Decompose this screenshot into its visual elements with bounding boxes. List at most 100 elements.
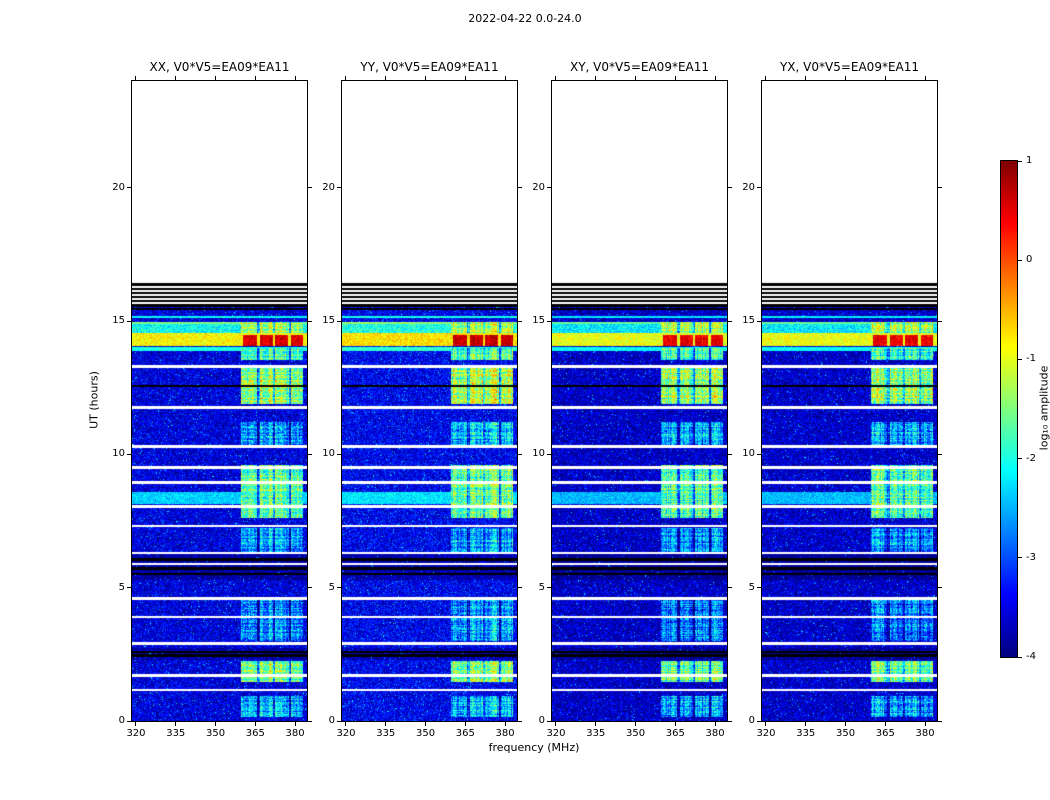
y-tick-mark — [308, 453, 312, 455]
x-tick-mark — [924, 76, 926, 80]
x-tick-mark — [635, 722, 637, 726]
y-tick-mark — [547, 453, 551, 455]
y-tick-label: 10 — [322, 448, 335, 460]
spectrogram-panel-yy: YY, V0*V5=EA09*EA11 0 5 10 15 20 320 335 350 365 3… — [322, 60, 522, 739]
x-tick-label: 365 — [455, 728, 475, 739]
colorbar-tick-mark — [1018, 458, 1022, 460]
x-tick-label: 335 — [376, 728, 396, 739]
y-tick-label: 10 — [742, 448, 755, 460]
y-tick-mark — [127, 320, 131, 322]
x-tick-mark — [884, 76, 886, 80]
panel-title-yx: YX, V0*V5=EA09*EA11 — [779, 60, 920, 74]
colorbar-tick-mark — [1018, 160, 1022, 162]
spectrogram-panel-xx: XX, V0*V5=EA09*EA11 0 5 10 15 20 320 335 350 365 3… — [112, 60, 312, 739]
x-tick-mark — [175, 76, 177, 80]
y-tick-mark — [938, 187, 942, 189]
colorbar-gradient — [1001, 161, 1017, 657]
panel-title-xx: XX, V0*V5=EA09*EA11 — [149, 60, 290, 74]
x-tick-label: 365 — [875, 728, 895, 739]
x-tick-mark — [464, 722, 466, 726]
x-tick-label: 365 — [245, 728, 265, 739]
colorbar-tick-mark — [1018, 358, 1022, 360]
y-tick-mark — [728, 587, 732, 589]
y-tick-label: 5 — [118, 581, 125, 593]
x-tick-mark — [345, 722, 347, 726]
y-tick-label: 10 — [112, 448, 125, 460]
panel-title-yy: YY, V0*V5=EA09*EA11 — [360, 60, 499, 74]
y-tick-label: 15 — [322, 315, 335, 326]
y-tick-mark — [938, 320, 942, 322]
y-tick-mark — [127, 720, 131, 722]
y-tick-label: 0 — [748, 715, 755, 726]
y-tick-mark — [127, 587, 131, 589]
x-tick-mark — [595, 76, 597, 80]
y-tick-mark — [757, 187, 761, 189]
y-tick-mark — [938, 720, 942, 722]
y-tick-mark — [308, 587, 312, 589]
y-tick-mark — [728, 453, 732, 455]
y-tick-label: 10 — [532, 448, 545, 460]
colorbar-tick-mark — [1018, 656, 1022, 658]
x-tick-mark — [714, 722, 716, 726]
x-tick-mark — [345, 76, 347, 80]
x-tick-mark — [215, 722, 217, 726]
y-tick-label: 5 — [538, 581, 545, 593]
x-tick-mark — [294, 722, 296, 726]
y-tick-mark — [337, 453, 341, 455]
x-tick-mark — [385, 722, 387, 726]
x-tick-mark — [254, 76, 256, 80]
y-tick-mark — [518, 320, 522, 322]
x-tick-label: 335 — [166, 728, 186, 739]
x-tick-mark — [845, 76, 847, 80]
y-tick-label: 15 — [532, 315, 545, 326]
y-axis-label: UT (hours) — [87, 371, 101, 429]
colorbar-tick-mark — [1018, 557, 1022, 559]
x-tick-mark — [135, 722, 137, 726]
y-tick-mark — [518, 587, 522, 589]
y-tick-label: 0 — [118, 715, 125, 726]
x-tick-mark — [884, 722, 886, 726]
y-tick-label: 20 — [532, 181, 545, 193]
x-tick-mark — [635, 76, 637, 80]
y-tick-label: 20 — [322, 181, 335, 193]
colorbar-tick-label: -1 — [1026, 353, 1036, 365]
x-tick-mark — [425, 722, 427, 726]
x-tick-mark — [674, 76, 676, 80]
y-tick-label: 20 — [112, 181, 125, 193]
colorbar-tick-label: -4 — [1026, 651, 1036, 662]
y-tick-label: 0 — [328, 715, 335, 726]
spectrogram-panel-yx: YX, V0*V5=EA09*EA11 0 5 10 15 20 320 335 350 365 3… — [742, 60, 942, 739]
y-tick-mark — [337, 187, 341, 189]
x-tick-mark — [924, 722, 926, 726]
y-tick-mark — [757, 320, 761, 322]
y-tick-mark — [728, 720, 732, 722]
x-tick-mark — [805, 722, 807, 726]
x-tick-mark — [805, 76, 807, 80]
x-tick-mark — [385, 76, 387, 80]
y-tick-mark — [518, 720, 522, 722]
spectrogram-canvas-yx — [762, 81, 937, 721]
x-axis-label: frequency (MHz) — [488, 741, 580, 754]
colorbar: 1 0 -1 -2 -3 -4 — [1000, 155, 1036, 662]
x-tick-mark — [254, 722, 256, 726]
colorbar-tick-label: -3 — [1026, 551, 1036, 563]
y-tick-mark — [518, 453, 522, 455]
spectrogram-canvas-xy — [552, 81, 727, 721]
y-tick-mark — [728, 320, 732, 322]
x-tick-mark — [555, 722, 557, 726]
x-tick-label: 320 — [336, 728, 356, 739]
y-tick-mark — [547, 320, 551, 322]
y-tick-mark — [337, 587, 341, 589]
x-tick-label: 320 — [546, 728, 566, 739]
y-tick-label: 5 — [748, 581, 755, 593]
x-tick-mark — [215, 76, 217, 80]
x-tick-mark — [135, 76, 137, 80]
y-tick-mark — [337, 320, 341, 322]
y-tick-mark — [938, 587, 942, 589]
y-tick-mark — [518, 187, 522, 189]
x-tick-mark — [504, 722, 506, 726]
x-tick-label: 350 — [625, 728, 646, 739]
y-tick-mark — [308, 187, 312, 189]
y-tick-label: 5 — [328, 581, 335, 593]
